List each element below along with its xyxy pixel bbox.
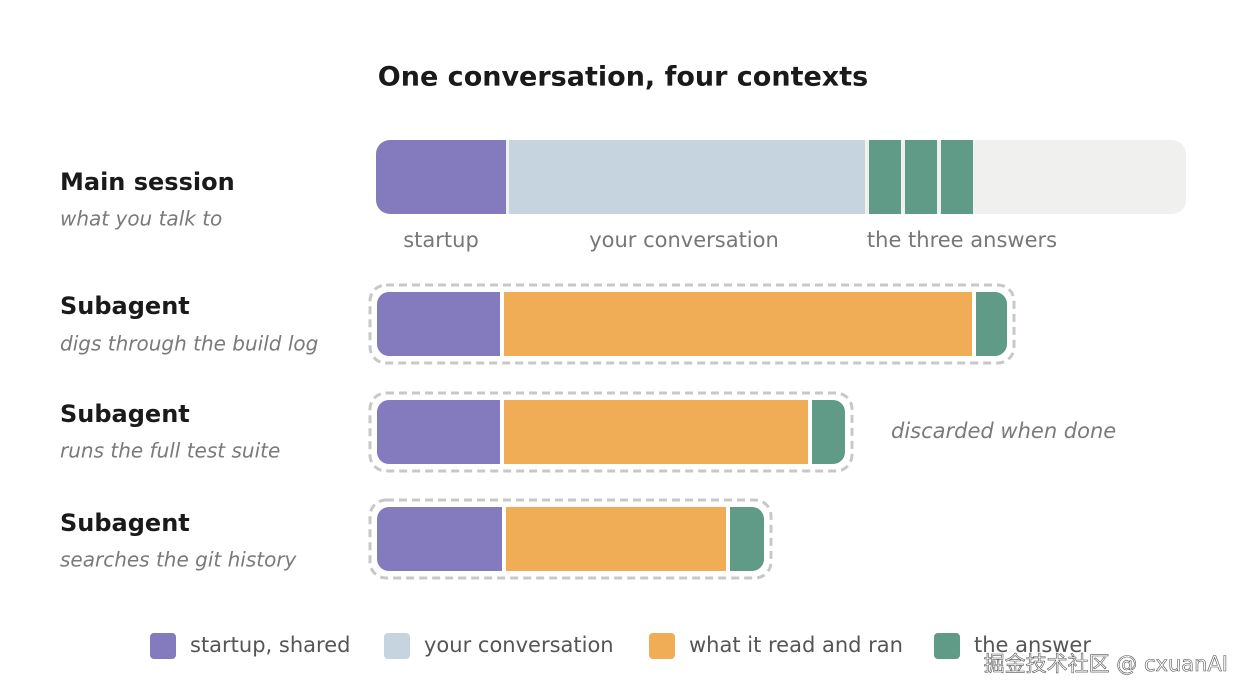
- bar-segment: [376, 140, 506, 214]
- title: One conversation, four contexts: [378, 62, 868, 93]
- segment-label: your conversation: [589, 228, 779, 252]
- bar-segment: [504, 400, 808, 464]
- subagent-bar: [377, 507, 764, 571]
- subagent-bar: [377, 400, 845, 464]
- bar-segment: [377, 400, 500, 464]
- legend-label: your conversation: [424, 633, 614, 657]
- legend-swatch: [150, 633, 176, 659]
- bar-segment: [941, 140, 973, 214]
- bars: [368, 140, 1186, 580]
- row-name: Subagent: [60, 509, 190, 537]
- legend-label: startup, shared: [190, 633, 350, 657]
- row-name: Subagent: [60, 400, 190, 428]
- legend: startup, shared your conversation what it …: [150, 633, 1091, 659]
- segment-label: the three answers: [867, 228, 1057, 252]
- bar-segment: [377, 292, 500, 356]
- bar-segment: [812, 400, 845, 464]
- watermark: 掘金技术社区 @ cxuanAI: [984, 652, 1228, 676]
- annotation: discarded when done: [891, 419, 1116, 443]
- bar-segment: [509, 140, 865, 214]
- bar-segment: [730, 507, 764, 571]
- bar-segment: [377, 507, 502, 571]
- bar-segment: [504, 292, 972, 356]
- dashed-outline: [368, 283, 1016, 365]
- legend-swatch: [384, 633, 410, 659]
- legend-label: the answer: [974, 633, 1091, 657]
- dashed-outline: [368, 498, 773, 580]
- segment-label: startup: [403, 228, 479, 252]
- bar-segment: [869, 140, 901, 214]
- legend-swatch: [934, 633, 960, 659]
- main-bar: [376, 140, 1186, 214]
- subagent-bar: [377, 292, 1007, 356]
- legend-swatch: [649, 633, 675, 659]
- bar-segment: [976, 292, 1007, 356]
- row-description: searches the git history: [60, 548, 298, 572]
- bar-segment: [905, 140, 937, 214]
- row-name: Subagent: [60, 292, 190, 320]
- row-description: runs the full test suite: [60, 439, 280, 463]
- row-description: what you talk to: [60, 207, 222, 231]
- legend-label: what it read and ran: [689, 633, 903, 657]
- row-name: Main session: [60, 168, 235, 196]
- dashed-outline: [368, 391, 854, 473]
- bar-segment: [506, 507, 726, 571]
- row-description: digs through the build log: [60, 332, 318, 356]
